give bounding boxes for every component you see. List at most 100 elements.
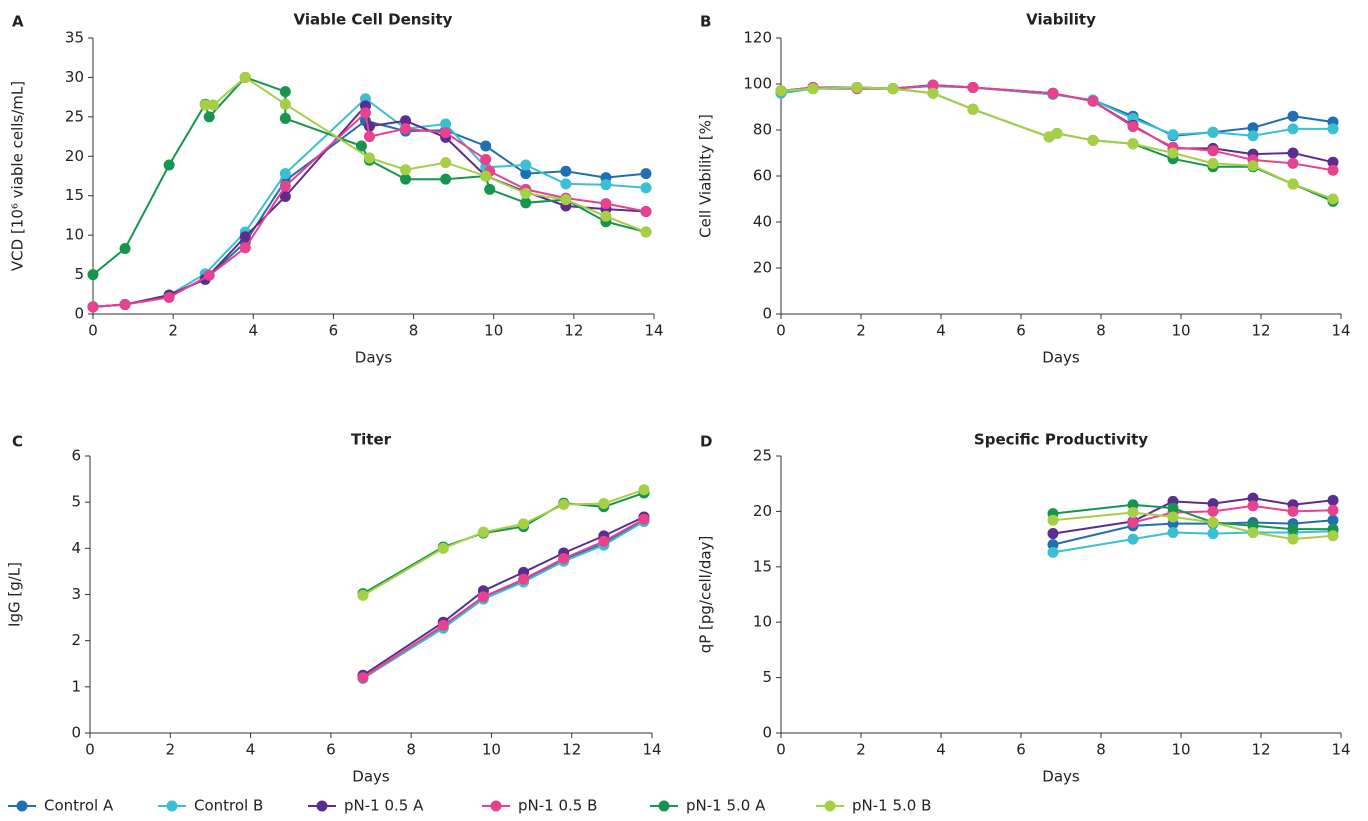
x-tick-label: 2 <box>856 322 866 340</box>
data-point <box>440 173 452 185</box>
data-point <box>440 118 452 130</box>
x-tick-label: 14 <box>644 322 663 340</box>
data-point <box>239 242 251 254</box>
y-tick-label: 0 <box>762 305 772 323</box>
data-point <box>600 210 612 222</box>
x-tick-label: 12 <box>1251 322 1270 340</box>
data-point <box>363 152 375 164</box>
x-tick-label: 14 <box>642 741 661 759</box>
data-point <box>1047 87 1059 99</box>
x-tick-label: 4 <box>936 322 946 340</box>
data-point <box>477 526 489 538</box>
data-point <box>279 191 291 203</box>
data-point <box>640 205 652 217</box>
data-point <box>1127 533 1139 545</box>
x-tick-label: 6 <box>1016 322 1026 340</box>
data-point <box>638 484 650 496</box>
data-point <box>163 291 175 303</box>
data-point <box>967 103 979 115</box>
chart-title: Viability <box>1026 11 1096 29</box>
data-point <box>520 168 532 180</box>
data-point <box>437 619 449 631</box>
x-tick-label: 10 <box>484 322 503 340</box>
data-point <box>1287 157 1299 169</box>
data-point <box>279 86 291 98</box>
series-line <box>205 76 647 233</box>
data-point <box>1087 95 1099 107</box>
x-tick-label: 10 <box>1171 322 1190 340</box>
x-tick-label: 2 <box>856 741 866 759</box>
y-tick-label: 35 <box>65 29 84 47</box>
data-point <box>480 170 492 182</box>
x-tick-label: 2 <box>168 322 178 340</box>
data-point <box>1167 511 1179 523</box>
legend-label: Control B <box>194 797 263 815</box>
data-point <box>480 153 492 165</box>
data-point <box>1327 514 1339 526</box>
data-point <box>598 498 610 510</box>
y-tick-label: 20 <box>753 502 772 520</box>
x-tick-label: 12 <box>564 322 583 340</box>
x-tick-label: 4 <box>936 741 946 759</box>
data-point <box>1127 516 1139 528</box>
data-point <box>560 165 572 177</box>
data-point <box>1207 157 1219 169</box>
x-tick-label: 6 <box>326 741 336 759</box>
data-point <box>357 672 369 684</box>
y-tick-label: 2 <box>71 631 81 649</box>
data-point <box>1167 147 1179 159</box>
data-point <box>400 164 412 176</box>
data-point <box>203 269 215 281</box>
data-point <box>1247 160 1259 172</box>
chart-title: Specific Productivity <box>974 431 1148 449</box>
data-point <box>359 107 371 119</box>
x-tick-label: 8 <box>1096 322 1106 340</box>
data-point <box>1207 528 1219 540</box>
x-tick-label: 0 <box>88 322 98 340</box>
x-tick-label: 4 <box>246 741 256 759</box>
legend-label: Control A <box>44 797 114 815</box>
data-point <box>1207 505 1219 517</box>
legend-marker <box>658 800 670 812</box>
data-point <box>1127 507 1139 519</box>
x-tick-label: 14 <box>1331 741 1350 759</box>
data-point <box>600 198 612 210</box>
x-tick-label: 12 <box>1251 741 1270 759</box>
data-point <box>1167 129 1179 141</box>
chart-title: Viable Cell Density <box>294 11 453 29</box>
data-point <box>1327 156 1339 168</box>
data-point <box>87 301 99 313</box>
x-tick-label: 12 <box>562 741 581 759</box>
series-line <box>92 119 647 308</box>
x-axis-label: Days <box>352 768 390 786</box>
data-point <box>87 269 99 281</box>
x-tick-label: 8 <box>1096 741 1106 759</box>
y-tick-label: 20 <box>753 259 772 277</box>
data-point <box>1287 178 1299 190</box>
y-tick-label: 40 <box>753 213 772 231</box>
data-point <box>477 591 489 603</box>
data-point <box>1287 523 1299 535</box>
x-tick-label: 6 <box>1016 741 1026 759</box>
y-tick-label: 60 <box>753 167 772 185</box>
y-tick-label: 120 <box>743 29 772 47</box>
x-tick-label: 6 <box>329 322 339 340</box>
data-point <box>355 140 367 152</box>
data-point <box>1327 164 1339 176</box>
data-point <box>967 81 979 93</box>
legend-label: pN-1 0.5 A <box>344 797 424 815</box>
series-line <box>780 86 1334 203</box>
y-tick-label: 25 <box>753 447 772 465</box>
series-line <box>1132 504 1334 524</box>
data-point <box>1247 500 1259 512</box>
data-point <box>640 168 652 180</box>
legend-label: pN-1 0.5 B <box>518 797 597 815</box>
y-tick-label: 20 <box>65 147 84 165</box>
data-point <box>1087 134 1099 146</box>
data-point <box>1287 110 1299 122</box>
data-point <box>1247 130 1259 142</box>
data-point <box>1287 123 1299 135</box>
data-point <box>239 231 251 243</box>
data-point <box>440 157 452 169</box>
